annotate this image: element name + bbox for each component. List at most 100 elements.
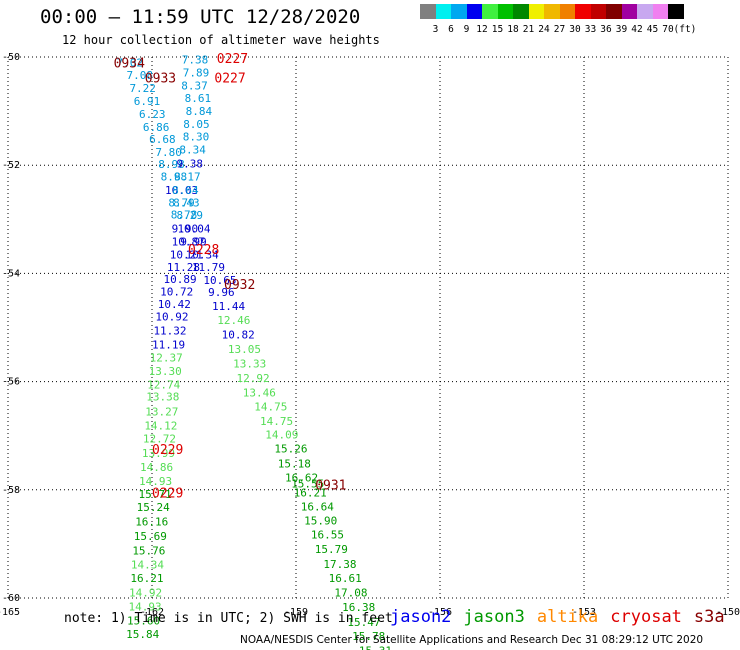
data-point: 8.84 [186, 105, 213, 118]
time-label: 0931 [315, 478, 346, 493]
data-point: 14.09 [265, 429, 298, 442]
time-label: 0227 [214, 72, 245, 87]
data-point: 10.34 [186, 248, 219, 261]
legend-label: 3 [432, 24, 439, 35]
satellite-s3a: s3a [693, 607, 725, 627]
data-point: 12.37 [150, 351, 183, 364]
time-label: 0229 [152, 443, 183, 458]
data-point: 12.92 [236, 372, 269, 385]
data-point: 8.78 [171, 208, 198, 221]
time-label: 0933 [145, 72, 176, 87]
legend-swatch [435, 4, 451, 19]
data-point: 15.78 [352, 630, 385, 643]
legend-label: 36 [600, 24, 612, 35]
data-point: 14.34 [131, 558, 164, 571]
data-point: 8.98 [161, 171, 188, 184]
time-label: 0229 [152, 487, 183, 502]
data-point: 10.04 [177, 222, 210, 235]
data-point: 6.86 [143, 121, 170, 134]
satellite-jason2: jason2 [390, 607, 452, 627]
page-title: 00:00 – 11:59 UTC 12/28/2020 [40, 6, 361, 28]
legend-swatch [590, 4, 606, 19]
legend-swatch [420, 4, 436, 19]
footer-credit: NOAA/NESDIS Center for Satellite Applica… [240, 634, 704, 646]
data-point: 15.79 [315, 543, 348, 556]
data-point: 8.30 [183, 131, 210, 144]
data-point: 10.21 [170, 248, 203, 261]
legend-label: 33 [584, 24, 597, 35]
y-tick-label: -54 [2, 268, 20, 279]
data-point: 7.89 [183, 67, 210, 80]
data-point: 17.08 [334, 587, 367, 600]
data-point: 9.38 [176, 158, 203, 171]
data-point: 16.16 [135, 516, 168, 529]
data-point: 15.84 [126, 628, 159, 641]
data-point: 11.28 [167, 261, 200, 274]
data-point: 9.96 [208, 286, 235, 299]
data-point: 13.99 [142, 447, 175, 460]
data-point: 15.31 [359, 644, 392, 650]
data-point: 16.55 [311, 529, 344, 542]
satellite-altika: altika [536, 607, 599, 627]
legend-label: 9 [463, 24, 470, 35]
data-point: 13.30 [149, 365, 182, 378]
x-tick-label: -150 [716, 607, 740, 618]
y-tick-label: -50 [2, 52, 20, 63]
data-point: 16.62 [285, 471, 318, 484]
time-label: 0227 [217, 52, 248, 67]
legend-label: 39 [615, 24, 628, 35]
y-tick-label: -56 [2, 377, 20, 388]
data-point: 14.92 [129, 587, 162, 600]
legend-label: 30 [569, 24, 581, 35]
legend-label: 12 [476, 24, 488, 35]
data-point: 17.38 [323, 558, 356, 571]
page-subtitle: 12 hour collection of altimeter wave hei… [62, 33, 380, 47]
data-point: 10.72 [160, 285, 193, 298]
x-tick-label: -162 [140, 607, 164, 618]
legend-swatch [621, 4, 637, 19]
data-point: 14.12 [144, 419, 177, 432]
data-point: 15.60 [127, 615, 160, 628]
footer-note: note: 1) Time is in UTC; 2) SWH is in fe… [64, 611, 393, 626]
y-tick-label: -52 [2, 160, 20, 171]
data-point: 15.18 [278, 457, 311, 470]
data-point: 11.32 [153, 325, 186, 338]
legend-label: 24 [538, 24, 550, 35]
legend-label: 15 [491, 24, 504, 35]
data-point: 10.42 [158, 298, 191, 311]
data-point: 13.33 [233, 358, 266, 371]
x-tick-label: -153 [572, 607, 596, 618]
data-point: 8.29 [176, 209, 203, 222]
data-point: 16.21 [130, 572, 163, 585]
data-point: 13.38 [146, 391, 179, 404]
data-point: 8.61 [185, 92, 212, 105]
data-point: 14.75 [254, 400, 287, 413]
data-point: 9.99 [180, 235, 207, 248]
data-point: 16.38 [342, 601, 375, 614]
legend-label: 27 [553, 24, 566, 35]
legend-swatch [482, 4, 498, 19]
x-tick-label: -165 [0, 607, 20, 618]
y-tick-label: -58 [2, 485, 20, 496]
data-point: 8.64 [172, 184, 199, 197]
legend-label: 6 [448, 24, 454, 35]
legend-swatch [466, 4, 482, 19]
legend-swatch [668, 4, 684, 19]
data-point: 7.02 [116, 56, 143, 69]
legend-unit: (ft) [673, 24, 697, 35]
data-point: 16.64 [301, 501, 334, 514]
data-point: 8.98 [158, 158, 185, 171]
data-point: 8.17 [174, 171, 201, 184]
data-point: 7.22 [129, 82, 156, 95]
data-point: 15.90 [304, 515, 337, 528]
data-point: 15.47 [347, 616, 380, 629]
data-point: 8.34 [179, 144, 206, 157]
legend-swatch [528, 4, 544, 19]
legend-label: 18 [507, 24, 519, 35]
legend-swatch [451, 4, 467, 19]
data-point: 10.03 [165, 184, 198, 197]
legend-label: 70 [662, 24, 674, 35]
data-point: 8.37 [181, 80, 208, 93]
legend-swatch [497, 4, 513, 19]
